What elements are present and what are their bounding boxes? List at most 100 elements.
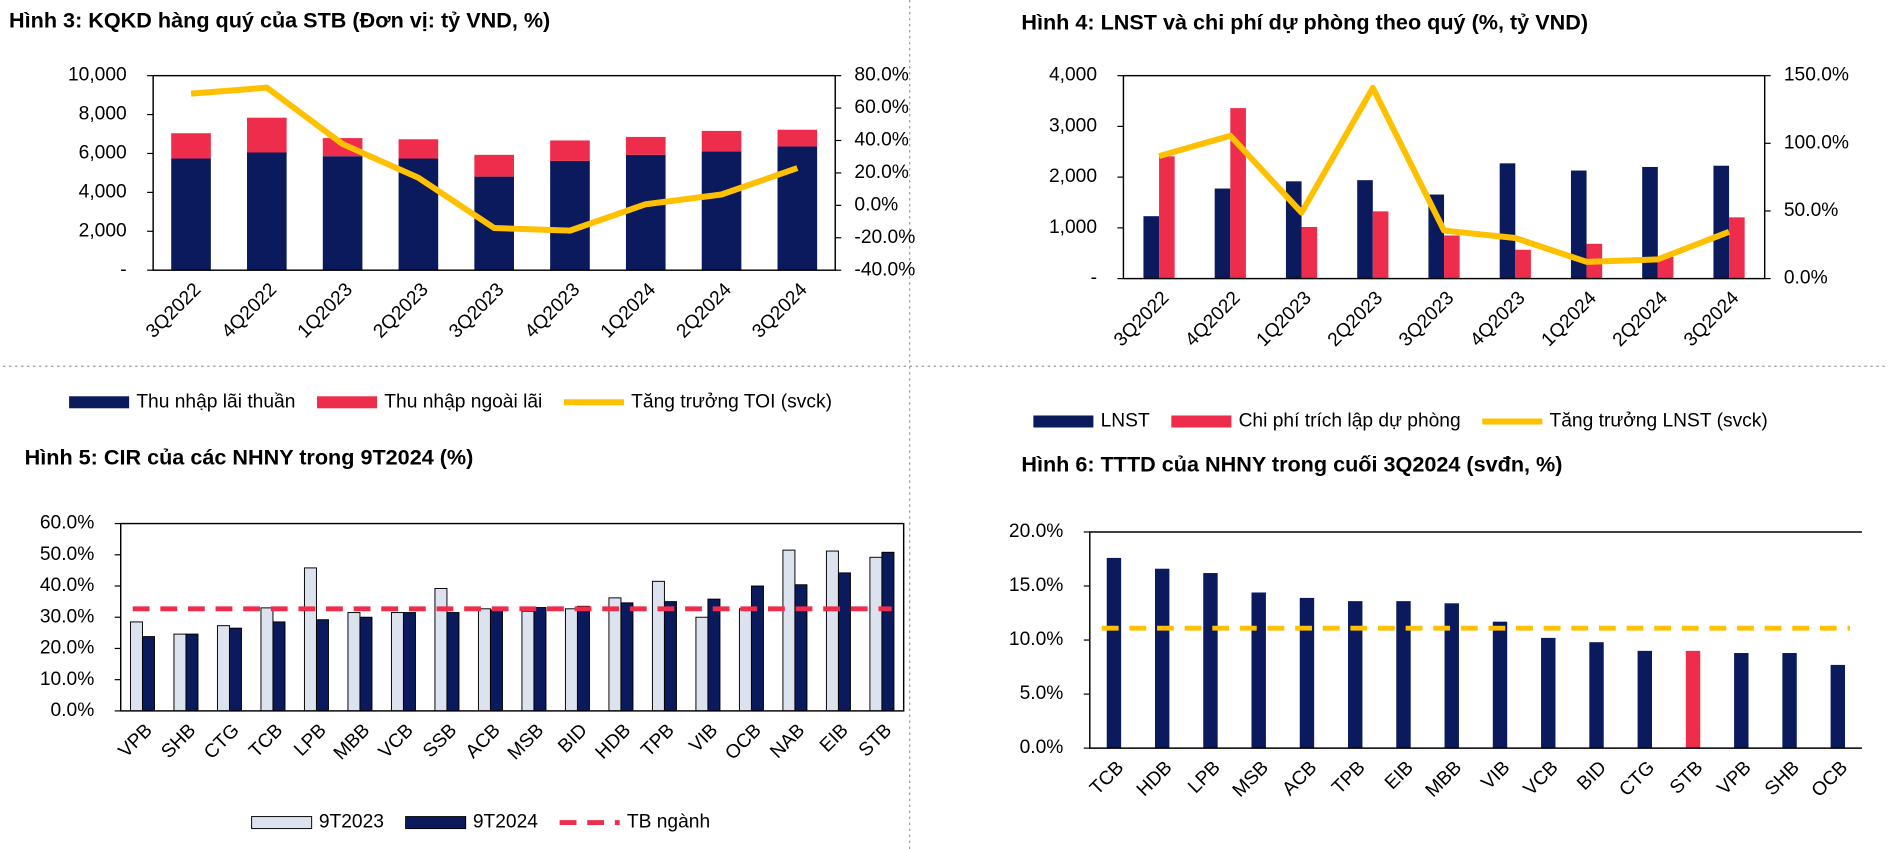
y-tick-label: 0.0% xyxy=(51,700,95,721)
plot-frame xyxy=(1089,531,1862,749)
y-tick-label: 50.0% xyxy=(40,544,94,565)
bar xyxy=(1713,165,1730,279)
bar xyxy=(477,608,491,712)
bar xyxy=(1782,653,1797,749)
y-tick-label: 10,000 xyxy=(68,65,127,86)
x-tick-label: CTG xyxy=(200,720,244,764)
bar xyxy=(1203,573,1218,749)
y-tick-label: 4,000 xyxy=(79,181,127,202)
x-tick-label: TCB xyxy=(245,720,287,762)
y-tick-label: 20.0% xyxy=(1009,521,1063,542)
bar xyxy=(1299,597,1315,749)
chart-title: Hình 3: KQKD hàng quý của STB (Đơn vị: t… xyxy=(9,7,550,32)
y-tick-label: 60.0% xyxy=(40,513,94,534)
x-tick-label: HDB xyxy=(1133,757,1177,801)
y2-tick-label: -40.0% xyxy=(854,259,915,280)
bar xyxy=(701,151,742,271)
bar xyxy=(1348,601,1363,749)
bar xyxy=(347,612,361,712)
x-tick-label: 1Q2024 xyxy=(597,279,660,342)
x-tick-label: CTG xyxy=(1616,757,1660,801)
y-tick-label: 40.0% xyxy=(40,575,94,596)
y-tick-label: 10.0% xyxy=(40,669,94,690)
legend-swatch xyxy=(1171,415,1232,428)
bar xyxy=(315,619,329,712)
x-tick-label: 2Q2024 xyxy=(673,279,736,342)
bar xyxy=(1357,180,1373,279)
line xyxy=(190,84,799,234)
x-tick-label: MBB xyxy=(330,720,374,764)
bar xyxy=(185,633,199,712)
x-tick-label: HDB xyxy=(592,720,636,764)
bar xyxy=(1444,603,1459,749)
y2-tick-label: 0.0% xyxy=(1784,268,1828,289)
x-tick-label: VIB xyxy=(686,720,723,757)
bar xyxy=(1143,216,1160,279)
bar xyxy=(1444,235,1460,279)
x-tick-label: BID xyxy=(554,720,591,757)
bar xyxy=(1589,642,1604,749)
x-tick-label: SSB xyxy=(419,720,461,762)
legend-label: Thu nhập lãi thuần xyxy=(136,391,295,412)
x-tick-label: 1Q2023 xyxy=(1253,288,1316,351)
bar xyxy=(322,156,363,271)
x-tick-label: VCB xyxy=(1520,757,1563,800)
bar xyxy=(794,584,808,712)
bar xyxy=(625,136,666,155)
bar xyxy=(550,160,590,271)
y-tick-label: 15.0% xyxy=(1009,575,1063,596)
bar xyxy=(1515,249,1531,279)
x-tick-label: SHB xyxy=(158,720,201,763)
y2-tick-label: 0.0% xyxy=(854,194,898,215)
bar xyxy=(1428,194,1445,279)
x-tick-label: 2Q2024 xyxy=(1609,287,1672,350)
x-tick-label: 1Q2023 xyxy=(294,279,357,342)
y-tick-label: 30.0% xyxy=(40,606,94,627)
x-tick-label: 4Q2023 xyxy=(1466,288,1529,351)
legend-swatch xyxy=(69,396,130,409)
bar xyxy=(402,612,416,712)
x-tick-label: LPB xyxy=(1184,757,1225,798)
bar xyxy=(272,621,286,712)
y2-tick-label: 80.0% xyxy=(854,65,908,86)
legend-label: 9T2023 xyxy=(319,812,384,833)
bar xyxy=(474,176,514,271)
y-tick-label: 0.0% xyxy=(1020,737,1064,758)
legend-label: LNST xyxy=(1101,411,1150,432)
bar xyxy=(171,158,211,271)
bar xyxy=(707,598,721,712)
bar xyxy=(564,608,578,712)
bar xyxy=(1154,568,1170,749)
x-tick-label: BID xyxy=(1573,757,1610,794)
y2-tick-label: 20.0% xyxy=(854,162,908,183)
bar xyxy=(1499,163,1516,279)
x-tick-label: MSB xyxy=(1229,757,1273,801)
x-tick-label: VCB xyxy=(375,720,418,763)
x-tick-label: OCB xyxy=(1808,757,1852,801)
bar xyxy=(1214,188,1231,279)
legend-swatch xyxy=(251,816,313,830)
y-tick-label: 10.0% xyxy=(1009,629,1063,650)
legend-label: Thu nhập ngoài lãi xyxy=(384,391,542,412)
legend-label: Tăng trưởng LNST (svck) xyxy=(1550,411,1768,432)
bar xyxy=(576,605,590,712)
bar xyxy=(695,616,709,712)
legend-label: TB ngành xyxy=(627,812,710,833)
y-tick-label: 20.0% xyxy=(40,638,94,659)
x-tick-label: VPB xyxy=(115,720,157,762)
bar xyxy=(141,636,155,712)
x-tick-label: TPB xyxy=(1328,757,1369,798)
x-tick-label: LPB xyxy=(290,720,331,761)
y-tick-label: 3,000 xyxy=(1049,115,1097,136)
legend-swatch xyxy=(1033,415,1094,428)
x-tick-label: ACB xyxy=(462,720,505,763)
bar xyxy=(247,117,287,153)
bar xyxy=(398,139,439,159)
x-tick-label: STB xyxy=(1666,757,1707,798)
bar xyxy=(489,609,503,712)
bar xyxy=(1729,217,1745,279)
bar xyxy=(129,621,143,712)
x-tick-label: MBB xyxy=(1422,757,1466,801)
bar xyxy=(1251,592,1266,749)
x-tick-label: OCB xyxy=(721,720,765,764)
